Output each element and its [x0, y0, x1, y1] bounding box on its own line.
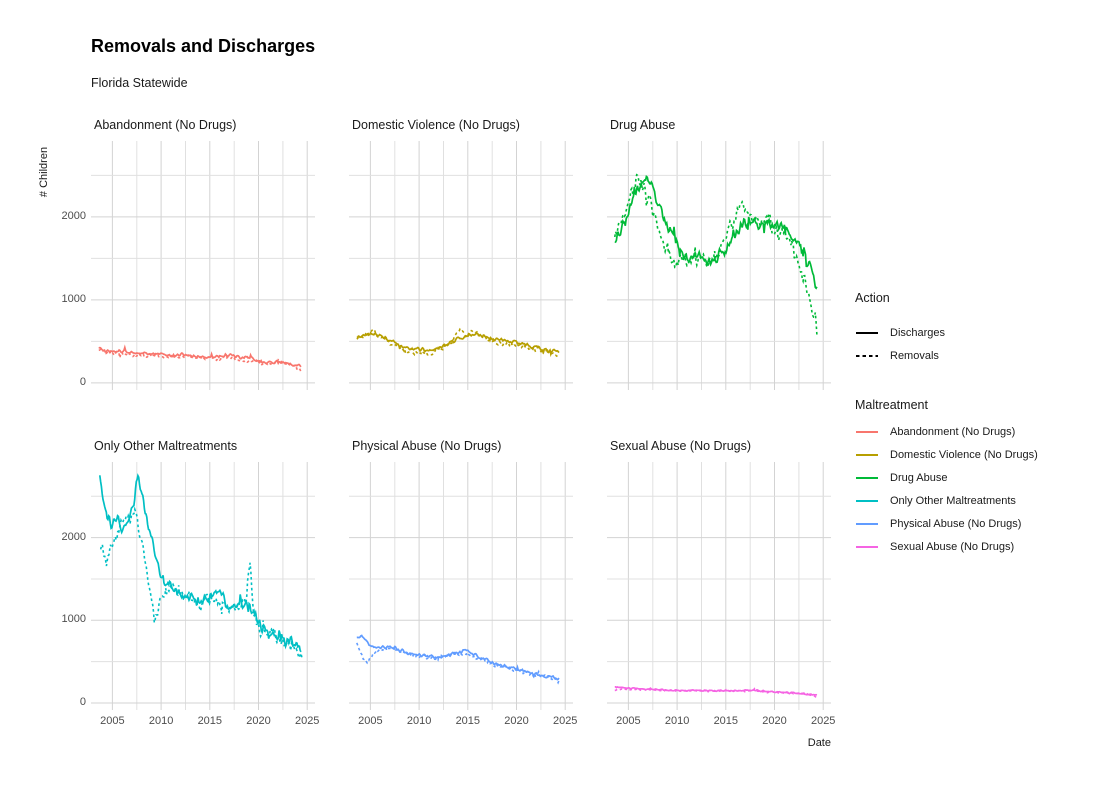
removals-line-4	[356, 642, 560, 685]
color-line-key-icon	[856, 546, 878, 548]
x-tick-label: 2020	[246, 715, 271, 727]
legend-maltreatment-item: Sexual Abuse (No Drugs)	[855, 539, 1014, 555]
dashed-line-key-icon	[856, 355, 878, 357]
x-axis-title: Date	[807, 737, 831, 749]
x-tick-label: 2005	[100, 715, 125, 727]
x-tick-label: 2010	[406, 715, 432, 727]
discharges-line-0	[98, 344, 302, 368]
color-line-key-icon	[856, 454, 878, 456]
y-tick-label: 2000	[61, 209, 86, 222]
legend-maltreatment-label: Only Other Maltreatments	[890, 495, 1016, 507]
x-tick-label: 2015	[713, 715, 739, 727]
x-tick-label: 2005	[358, 715, 383, 727]
y-tick-label: 2000	[61, 530, 86, 543]
plot-subtitle: Florida Statewide	[91, 76, 188, 90]
x-tick-label: 2025	[552, 715, 578, 727]
legend-action-item: Discharges	[855, 325, 945, 341]
facet-title: Abandonment (No Drugs)	[94, 118, 237, 132]
legend-maltreatment-label: Domestic Violence (No Drugs)	[890, 449, 1038, 461]
legend-maltreatment-item: Domestic Violence (No Drugs)	[855, 447, 1038, 463]
removals-line-3	[99, 506, 303, 659]
facet-panel	[349, 462, 573, 710]
x-tick-label: 2015	[197, 715, 223, 727]
discharges-line-4	[356, 634, 560, 681]
discharges-line-1	[356, 331, 560, 358]
x-tick-label: 2020	[504, 715, 529, 727]
legend-maltreatment-label: Physical Abuse (No Drugs)	[890, 518, 1022, 530]
facet-title: Only Other Maltreatments	[94, 439, 238, 453]
facet-title: Domestic Violence (No Drugs)	[352, 118, 520, 132]
x-tick-label: 2005	[616, 715, 641, 727]
y-tick-label: 0	[79, 375, 86, 388]
legend-maltreatment-label: Sexual Abuse (No Drugs)	[890, 541, 1015, 553]
legend-action-title: Action	[855, 291, 890, 305]
color-line-key-icon	[856, 523, 878, 525]
x-tick-label: 2025	[810, 715, 836, 727]
removals-line-2	[614, 173, 818, 335]
x-tick-label: 2015	[455, 715, 481, 727]
legend-maltreatment-title: Maltreatment	[855, 398, 928, 412]
facet-panel	[607, 141, 831, 390]
legend-maltreatment-item: Abandonment (No Drugs)	[855, 424, 1015, 440]
discharges-line-3	[98, 473, 302, 653]
facet-title: Drug Abuse	[610, 118, 676, 132]
color-line-key-icon	[856, 500, 878, 502]
facet-title: Sexual Abuse (No Drugs)	[610, 439, 752, 453]
legend-maltreatment-item: Only Other Maltreatments	[855, 493, 1016, 509]
color-line-key-icon	[856, 477, 878, 479]
x-tick-label: 2020	[762, 715, 787, 727]
y-tick-label: 0	[79, 695, 86, 708]
facet-panel	[607, 462, 831, 710]
legend-maltreatment-label: Drug Abuse	[890, 472, 948, 484]
legend-maltreatment-item: Drug Abuse	[855, 470, 947, 486]
facet-panel	[91, 141, 315, 390]
removals-line-0	[98, 348, 302, 372]
y-axis-title: # Children	[38, 146, 50, 198]
legend-action-label: Discharges	[890, 327, 946, 339]
facet-panel	[349, 141, 573, 390]
facet-title: Physical Abuse (No Drugs)	[352, 439, 502, 453]
x-tick-label: 2010	[664, 715, 690, 727]
legend-action-item: Removals	[855, 348, 939, 364]
y-tick-label: 1000	[61, 613, 86, 626]
removals-line-1	[356, 327, 560, 359]
discharges-line-2	[614, 175, 818, 290]
solid-line-key-icon	[856, 332, 878, 334]
removals-line-5	[614, 687, 818, 699]
y-tick-label: 1000	[61, 292, 86, 305]
x-tick-label: 2010	[148, 715, 174, 727]
legend-maltreatment-item: Physical Abuse (No Drugs)	[855, 516, 1021, 532]
facet-panel	[91, 462, 315, 710]
legend-action-label: Removals	[890, 350, 939, 362]
plot-title: Removals and Discharges	[91, 36, 316, 56]
color-line-key-icon	[856, 431, 878, 433]
x-tick-label: 2025	[294, 715, 320, 727]
legend-maltreatment-label: Abandonment (No Drugs)	[890, 426, 1016, 438]
